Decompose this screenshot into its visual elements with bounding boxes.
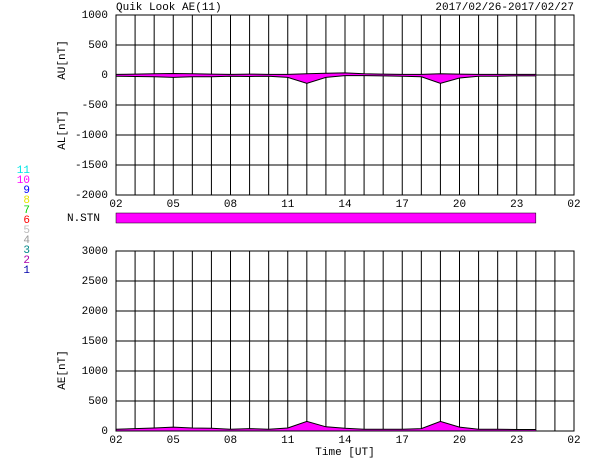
- y-tick-label: 1000: [82, 366, 108, 378]
- y-tick-label: 2000: [82, 306, 108, 318]
- x-tick-label: 23: [510, 199, 523, 211]
- x-tick-label: 11: [281, 199, 295, 211]
- x-tick-label: 20: [453, 199, 466, 211]
- station-label: 4: [23, 235, 30, 247]
- x-tick-label: 17: [396, 435, 409, 447]
- y-axis-label: AU[nT]: [57, 40, 69, 80]
- x-tick-label: 02: [567, 199, 580, 211]
- y-tick-label: 1000: [82, 10, 108, 22]
- series-line: [115, 75, 536, 84]
- y-axis-label: AE[nT]: [57, 350, 69, 390]
- series-area: [116, 75, 536, 84]
- station-label: 9: [23, 185, 30, 197]
- x-tick-label: 05: [167, 435, 180, 447]
- y-tick-label: 1500: [82, 336, 108, 348]
- x-tick-label: 08: [224, 435, 237, 447]
- y-tick-label: 0: [101, 70, 108, 82]
- series-line: [115, 72, 536, 75]
- station-label: 5: [23, 225, 30, 237]
- x-tick-label: 11: [281, 435, 295, 447]
- date-range: 2017/02/26-2017/02/27: [435, 2, 574, 14]
- chart-title: Quik Look AE(11): [116, 2, 222, 14]
- x-tick-label: 20: [453, 435, 466, 447]
- x-tick-label: 14: [338, 199, 352, 211]
- x-tick-label: 02: [567, 435, 580, 447]
- station-label: 10: [17, 175, 30, 187]
- x-tick-label: 17: [396, 199, 409, 211]
- station-label: 3: [23, 245, 30, 257]
- y-tick-label: 2500: [82, 276, 108, 288]
- y-axis-label: AL[nT]: [57, 110, 69, 150]
- x-axis-label: Time [UT]: [315, 447, 374, 459]
- y-tick-label: 3000: [82, 246, 108, 258]
- y-tick-label: -1000: [75, 130, 108, 142]
- y-tick-label: 500: [88, 396, 108, 408]
- x-tick-label: 02: [109, 435, 122, 447]
- station-label: 11: [17, 165, 31, 177]
- x-tick-label: 14: [338, 435, 352, 447]
- station-label: 6: [23, 215, 30, 227]
- x-tick-label: 02: [109, 199, 122, 211]
- nstn-bar: [115, 212, 537, 224]
- y-tick-label: -2000: [75, 190, 108, 202]
- station-label: 1: [23, 265, 30, 277]
- series-line: [115, 420, 536, 430]
- station-label: 8: [23, 195, 30, 207]
- y-tick-label: 500: [88, 40, 108, 52]
- y-tick-label: -1500: [75, 160, 108, 172]
- plot-frame: [115, 14, 575, 196]
- x-tick-label: 08: [224, 199, 237, 211]
- y-tick-label: 0: [101, 426, 108, 438]
- y-tick-label: -500: [82, 100, 108, 112]
- station-label: 2: [23, 255, 30, 267]
- series-area: [116, 421, 536, 431]
- station-label: 7: [23, 205, 30, 217]
- x-tick-label: 23: [510, 435, 523, 447]
- x-tick-label: 05: [167, 199, 180, 211]
- nstn-label: N.STN: [67, 213, 100, 225]
- plot-frame: [115, 250, 575, 432]
